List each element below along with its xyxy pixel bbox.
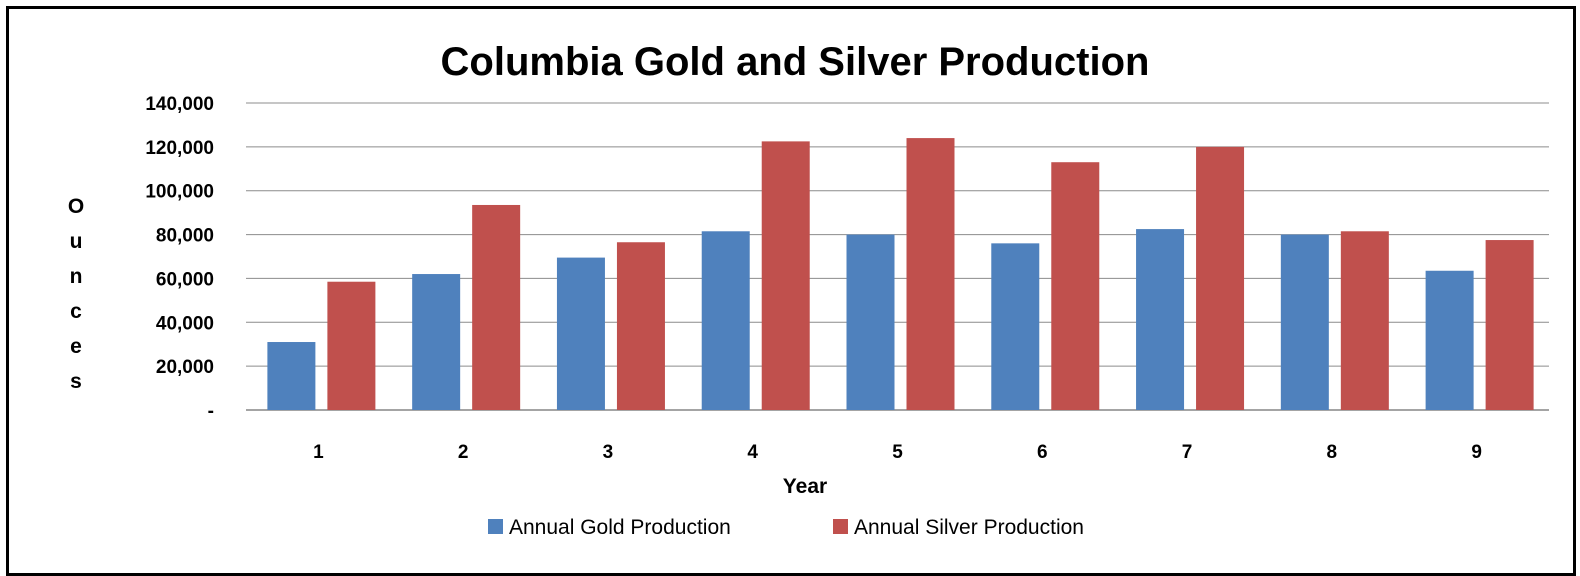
bar-silver: [906, 138, 955, 411]
y-tick-label: 60,000: [156, 269, 214, 290]
bar-gold: [412, 274, 461, 410]
bar-silver: [761, 141, 810, 410]
x-tick-label: 1: [313, 442, 324, 463]
y-axis-title-letter: n: [70, 265, 83, 288]
y-axis-title-letter: O: [68, 195, 84, 218]
x-tick-label: 4: [747, 442, 758, 463]
y-axis-title-letter: u: [70, 230, 83, 253]
bars: [267, 138, 1534, 411]
bar-gold: [991, 243, 1040, 410]
gridlines: [246, 102, 1549, 411]
y-tick-label: 80,000: [156, 226, 214, 247]
y-axis-title-letter: s: [70, 370, 82, 393]
chart-title: Columbia Gold and Silver Production: [441, 40, 1150, 84]
x-axis-ticks: 1 2 3 4 5 6 7 8 9: [313, 442, 1482, 463]
legend-swatch-gold: [488, 519, 503, 534]
x-tick-label: 5: [892, 442, 903, 463]
y-tick-label: 100,000: [145, 182, 214, 203]
x-tick-label: 6: [1037, 442, 1048, 463]
legend-label-gold: Annual Gold Production: [509, 516, 731, 539]
y-tick-label: 40,000: [156, 313, 214, 334]
bar-gold: [556, 257, 605, 410]
bar-silver: [327, 281, 376, 410]
y-tick-label: 120,000: [145, 138, 214, 159]
legend-label-silver: Annual Silver Production: [854, 516, 1084, 539]
bar-silver: [616, 242, 665, 410]
bar-silver: [1196, 146, 1245, 410]
bar-gold: [1280, 234, 1329, 410]
bar-gold: [846, 234, 895, 410]
x-tick-label: 8: [1327, 442, 1338, 463]
y-axis-ticks: - 20,000 40,000 60,000 80,000 100,000 120,000 1…: [145, 94, 214, 422]
y-tick-label: -: [208, 401, 214, 422]
y-tick-label: 20,000: [156, 357, 214, 378]
bar-silver: [472, 204, 521, 410]
bar-gold: [701, 231, 750, 410]
y-tick-label: 140,000: [145, 94, 214, 115]
x-tick-label: 7: [1182, 442, 1193, 463]
bar-gold: [267, 342, 316, 410]
bar-gold: [1136, 229, 1185, 410]
x-axis-title: Year: [783, 475, 827, 498]
bar-silver: [1485, 240, 1534, 410]
y-axis-title-letter: e: [70, 335, 82, 358]
bar-silver: [1340, 231, 1389, 410]
x-tick-label: 3: [603, 442, 614, 463]
bar-gold: [1425, 270, 1474, 410]
x-tick-label: 2: [458, 442, 469, 463]
y-axis-title-letter: c: [70, 300, 82, 323]
legend: Annual Gold Production Annual Silver Prod…: [488, 516, 1084, 539]
x-tick-label: 9: [1471, 442, 1482, 463]
bar-silver: [1051, 162, 1100, 410]
legend-swatch-silver: [833, 519, 848, 534]
